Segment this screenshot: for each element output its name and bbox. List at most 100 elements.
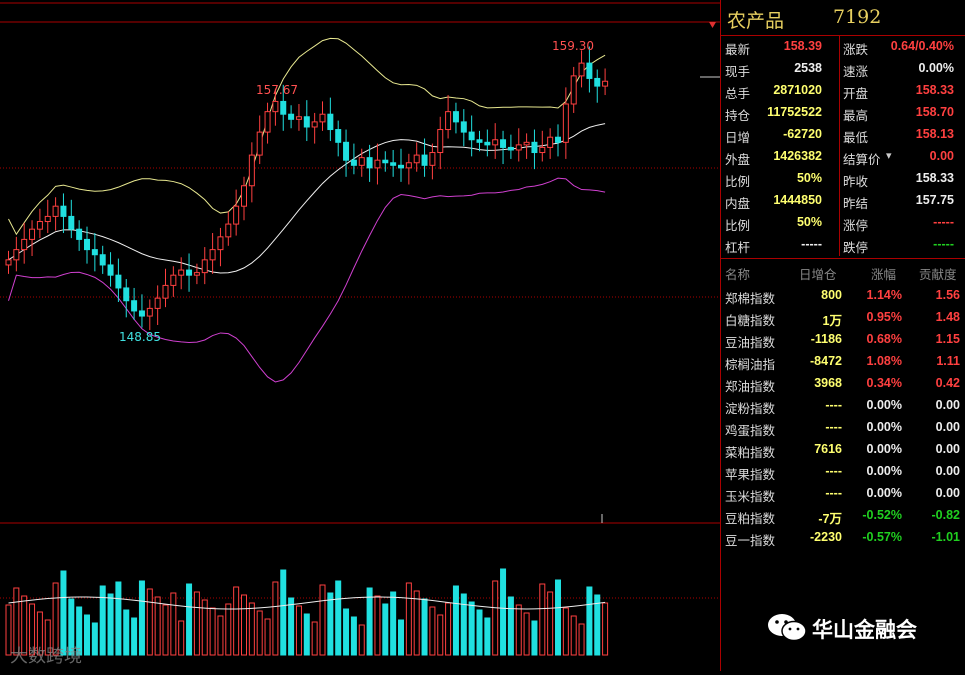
header-chg[interactable]: 涨幅 bbox=[871, 267, 897, 282]
candle[interactable] bbox=[319, 113, 326, 123]
index-row[interactable]: 淀粉指数 ---- 0.00% 0.00 bbox=[721, 395, 965, 417]
candle[interactable] bbox=[123, 287, 130, 302]
candle[interactable] bbox=[335, 129, 342, 143]
candle[interactable] bbox=[13, 249, 20, 261]
candle[interactable] bbox=[193, 272, 200, 276]
quote-row[interactable]: 比例 50% 昨收 158.33 bbox=[721, 168, 965, 190]
candle[interactable] bbox=[138, 310, 145, 317]
header-con[interactable]: 贡献度 bbox=[919, 267, 957, 282]
candle[interactable] bbox=[84, 238, 90, 251]
candle[interactable] bbox=[570, 75, 577, 105]
candle[interactable] bbox=[280, 100, 287, 115]
index-row[interactable]: 豆一指数 -2230 -0.57% -1.01 bbox=[721, 527, 965, 549]
candle[interactable] bbox=[327, 113, 334, 131]
candle[interactable] bbox=[452, 111, 459, 123]
candle[interactable] bbox=[36, 221, 43, 230]
candle[interactable] bbox=[115, 274, 122, 289]
candle[interactable] bbox=[555, 136, 561, 143]
candle[interactable] bbox=[68, 215, 75, 230]
candle[interactable] bbox=[437, 129, 444, 154]
candle[interactable] bbox=[131, 300, 138, 312]
quote-row[interactable]: 比例 50% 涨停 ----- bbox=[721, 212, 965, 234]
candle[interactable] bbox=[374, 159, 381, 169]
candle[interactable] bbox=[225, 223, 232, 238]
candle[interactable] bbox=[429, 152, 436, 166]
candle[interactable] bbox=[539, 146, 546, 154]
index-row[interactable]: 郑油指数 3968 0.34% 0.42 bbox=[721, 373, 965, 395]
candle[interactable] bbox=[217, 236, 224, 251]
candle[interactable] bbox=[91, 249, 98, 256]
candle[interactable] bbox=[60, 205, 67, 217]
candle[interactable] bbox=[295, 116, 302, 120]
candle[interactable] bbox=[413, 154, 420, 164]
candle[interactable] bbox=[311, 121, 318, 128]
candle[interactable] bbox=[170, 274, 177, 286]
candlestick-chart[interactable]: 159.30 157.67 148.85 bbox=[0, 0, 720, 671]
candle[interactable] bbox=[421, 154, 428, 166]
candle[interactable] bbox=[44, 215, 51, 223]
candle[interactable] bbox=[358, 157, 365, 166]
candle[interactable] bbox=[107, 264, 114, 276]
candle[interactable] bbox=[445, 111, 452, 131]
quote-row[interactable]: 总手 2871020 开盘 158.33 bbox=[721, 80, 965, 102]
candle[interactable] bbox=[264, 111, 271, 133]
candle[interactable] bbox=[500, 139, 507, 148]
candle[interactable] bbox=[178, 269, 185, 276]
candle[interactable] bbox=[523, 141, 530, 146]
candle[interactable] bbox=[398, 164, 404, 169]
candle[interactable] bbox=[484, 141, 491, 146]
candle[interactable] bbox=[5, 259, 12, 266]
candle[interactable] bbox=[468, 131, 475, 141]
quote-row[interactable]: 持仓 11752522 最高 158.70 bbox=[721, 102, 965, 124]
candle[interactable] bbox=[531, 141, 538, 154]
candle[interactable] bbox=[233, 205, 240, 225]
index-row[interactable]: 菜粕指数 7616 0.00% 0.00 bbox=[721, 439, 965, 461]
candle[interactable] bbox=[586, 62, 593, 79]
quote-row[interactable]: 杠杆 ----- 跌停 ----- bbox=[721, 234, 965, 256]
index-row[interactable]: 豆粕指数 -7万 -0.52% -0.82 bbox=[721, 505, 965, 527]
candle[interactable] bbox=[350, 159, 357, 166]
candle[interactable] bbox=[52, 205, 59, 217]
candle[interactable] bbox=[460, 121, 467, 133]
candle[interactable] bbox=[343, 141, 350, 161]
header-name[interactable]: 名称 bbox=[725, 267, 751, 282]
candle[interactable] bbox=[99, 254, 106, 266]
quote-row[interactable]: 外盘 1426382 结算价 0.00 ▾ bbox=[721, 146, 965, 168]
candle[interactable] bbox=[186, 269, 193, 276]
candle[interactable] bbox=[382, 159, 389, 164]
candle[interactable] bbox=[303, 116, 310, 128]
header-inc[interactable]: 日增仓 bbox=[799, 267, 837, 282]
instrument-name[interactable]: 农产品 bbox=[727, 10, 785, 32]
quote-row[interactable]: 日增 -62720 最低 158.13 bbox=[721, 124, 965, 146]
candle[interactable] bbox=[209, 249, 216, 261]
candle[interactable] bbox=[256, 131, 263, 156]
candle[interactable] bbox=[248, 154, 255, 187]
candle[interactable] bbox=[405, 162, 412, 169]
candle[interactable] bbox=[507, 146, 514, 151]
candle[interactable] bbox=[272, 100, 279, 113]
index-row[interactable]: 玉米指数 ---- 0.00% 0.00 bbox=[721, 483, 965, 505]
candle[interactable] bbox=[76, 228, 83, 240]
candle[interactable] bbox=[146, 307, 153, 317]
index-row[interactable]: 棕榈油指 -8472 1.08% 1.11 bbox=[721, 351, 965, 373]
candle[interactable] bbox=[547, 136, 554, 148]
candle[interactable] bbox=[162, 284, 169, 299]
candle[interactable] bbox=[29, 228, 36, 240]
candle[interactable] bbox=[602, 80, 609, 87]
candle[interactable] bbox=[578, 62, 585, 77]
index-row[interactable]: 郑棉指数 800 1.14% 1.56 bbox=[721, 285, 965, 307]
quote-row[interactable]: 内盘 1444850 昨结 157.75 bbox=[721, 190, 965, 212]
index-row[interactable]: 豆油指数 -1186 0.68% 1.15 bbox=[721, 329, 965, 351]
candle[interactable] bbox=[201, 259, 208, 274]
candle[interactable] bbox=[515, 144, 522, 151]
index-row[interactable]: 鸡蛋指数 ---- 0.00% 0.00 bbox=[721, 417, 965, 439]
chevron-down-icon[interactable]: ▾ bbox=[886, 149, 892, 162]
kline-chart-area[interactable]: 159.30 157.67 148.85 bbox=[0, 0, 720, 671]
candle[interactable] bbox=[476, 139, 483, 143]
candle[interactable] bbox=[366, 157, 373, 169]
candle[interactable] bbox=[154, 297, 161, 309]
quote-row[interactable]: 现手 2538 速涨 0.00% bbox=[721, 58, 965, 80]
candle[interactable] bbox=[241, 185, 247, 207]
candle[interactable] bbox=[562, 103, 569, 143]
candle[interactable] bbox=[390, 162, 397, 166]
